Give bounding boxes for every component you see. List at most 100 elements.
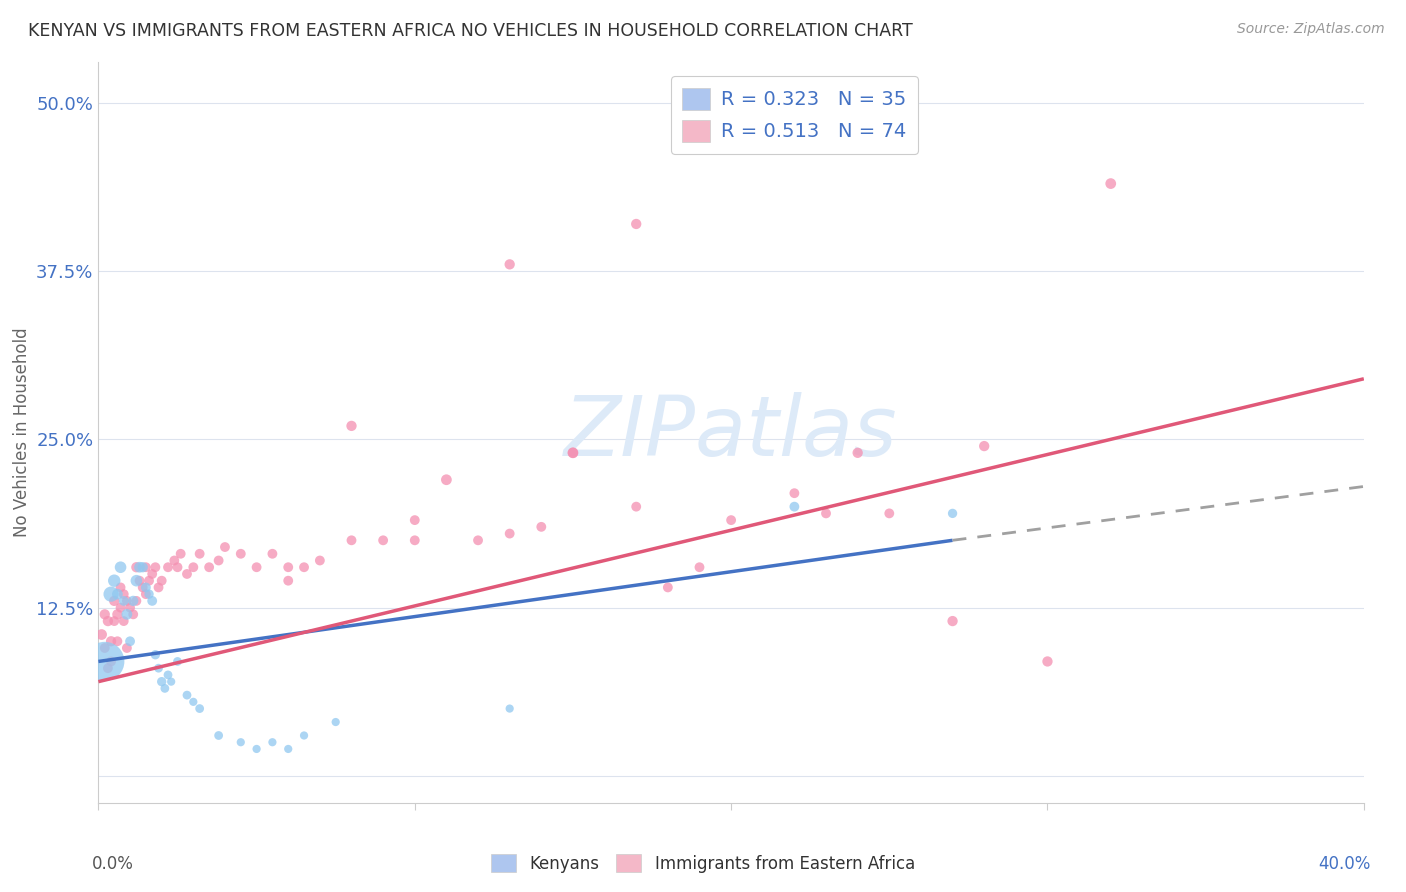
Point: [107, 607, 129, 622]
Point: [783, 486, 806, 500]
Point: [112, 587, 135, 601]
Point: [122, 607, 145, 622]
Point: [163, 553, 186, 567]
Point: [624, 500, 647, 514]
Point: [145, 648, 166, 662]
Point: [107, 634, 129, 648]
Point: [498, 701, 520, 715]
Point: [624, 217, 647, 231]
Point: [125, 594, 148, 608]
Point: [125, 574, 148, 588]
Point: [262, 735, 284, 749]
Point: [183, 695, 205, 709]
Point: [277, 574, 299, 588]
Point: [100, 655, 122, 669]
Point: [561, 446, 585, 460]
Point: [246, 560, 269, 574]
Point: [120, 634, 141, 648]
Point: [107, 587, 129, 601]
Point: [110, 581, 132, 595]
Point: [115, 594, 138, 608]
Point: [97, 614, 120, 628]
Point: [135, 560, 157, 574]
Point: [135, 581, 157, 595]
Point: [128, 560, 150, 574]
Point: [166, 560, 188, 574]
Point: [145, 560, 166, 574]
Legend: R = 0.323   N = 35, R = 0.513   N = 74: R = 0.323 N = 35, R = 0.513 N = 74: [671, 76, 918, 153]
Point: [846, 446, 869, 460]
Point: [141, 566, 163, 581]
Point: [93, 640, 117, 655]
Point: [148, 661, 170, 675]
Point: [188, 547, 211, 561]
Point: [110, 600, 132, 615]
Point: [783, 500, 806, 514]
Point: [229, 547, 252, 561]
Point: [657, 581, 679, 595]
Point: [183, 560, 205, 574]
Point: [115, 607, 138, 622]
Point: [157, 560, 180, 574]
Point: [120, 600, 141, 615]
Point: [125, 560, 148, 574]
Point: [198, 560, 221, 574]
Point: [150, 574, 173, 588]
Point: [561, 446, 585, 460]
Text: 0.0%: 0.0%: [93, 855, 134, 872]
Point: [208, 729, 231, 743]
Point: [340, 418, 363, 433]
Point: [942, 507, 965, 521]
Text: ZIPatlas: ZIPatlas: [564, 392, 898, 473]
Point: [404, 533, 426, 548]
Point: [942, 614, 965, 628]
Point: [214, 540, 236, 554]
Point: [814, 507, 837, 521]
Point: [720, 513, 742, 527]
Point: [309, 553, 332, 567]
Legend: Kenyans, Immigrants from Eastern Africa: Kenyans, Immigrants from Eastern Africa: [485, 847, 921, 880]
Point: [973, 439, 995, 453]
Point: [340, 533, 363, 548]
Y-axis label: No Vehicles in Household: No Vehicles in Household: [13, 327, 31, 538]
Point: [100, 634, 122, 648]
Point: [877, 507, 900, 521]
Point: [138, 574, 160, 588]
Point: [150, 674, 173, 689]
Point: [498, 526, 520, 541]
Point: [688, 560, 710, 574]
Point: [138, 587, 160, 601]
Point: [157, 668, 180, 682]
Point: [208, 553, 231, 567]
Point: [229, 735, 252, 749]
Point: [112, 594, 135, 608]
Point: [1099, 177, 1122, 191]
Point: [169, 547, 191, 561]
Point: [132, 581, 155, 595]
Point: [135, 587, 157, 601]
Point: [148, 581, 170, 595]
Point: [292, 729, 315, 743]
Point: [132, 560, 155, 574]
Point: [262, 547, 284, 561]
Point: [467, 533, 489, 548]
Point: [176, 688, 198, 702]
Point: [530, 520, 553, 534]
Text: 40.0%: 40.0%: [1317, 855, 1369, 872]
Point: [90, 627, 112, 641]
Point: [110, 560, 132, 574]
Point: [93, 655, 117, 669]
Point: [122, 594, 145, 608]
Point: [498, 257, 520, 271]
Point: [141, 594, 163, 608]
Point: [404, 513, 426, 527]
Point: [292, 560, 315, 574]
Point: [1036, 655, 1059, 669]
Text: KENYAN VS IMMIGRANTS FROM EASTERN AFRICA NO VEHICLES IN HOUSEHOLD CORRELATION CH: KENYAN VS IMMIGRANTS FROM EASTERN AFRICA…: [28, 22, 912, 40]
Point: [103, 594, 125, 608]
Point: [176, 566, 198, 581]
Text: Source: ZipAtlas.com: Source: ZipAtlas.com: [1237, 22, 1385, 37]
Point: [103, 614, 125, 628]
Point: [436, 473, 458, 487]
Point: [188, 701, 211, 715]
